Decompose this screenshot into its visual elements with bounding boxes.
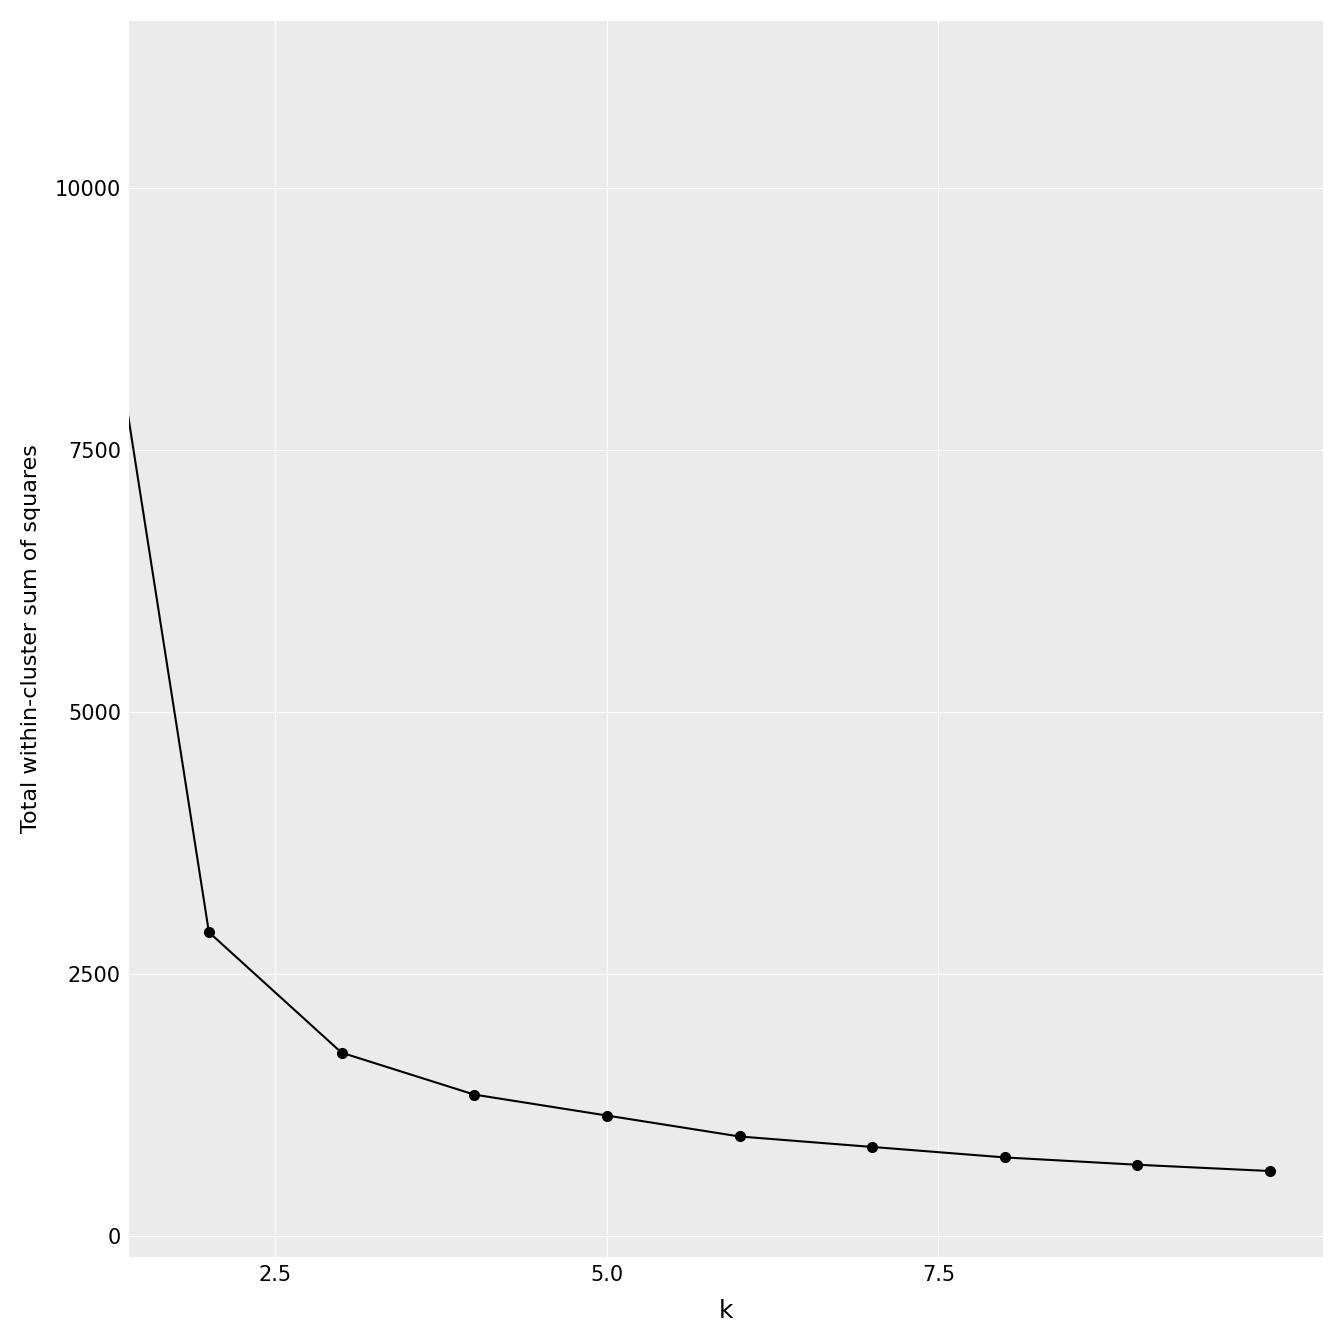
Y-axis label: Total within-cluster sum of squares: Total within-cluster sum of squares xyxy=(22,445,40,833)
X-axis label: k: k xyxy=(719,1300,734,1322)
